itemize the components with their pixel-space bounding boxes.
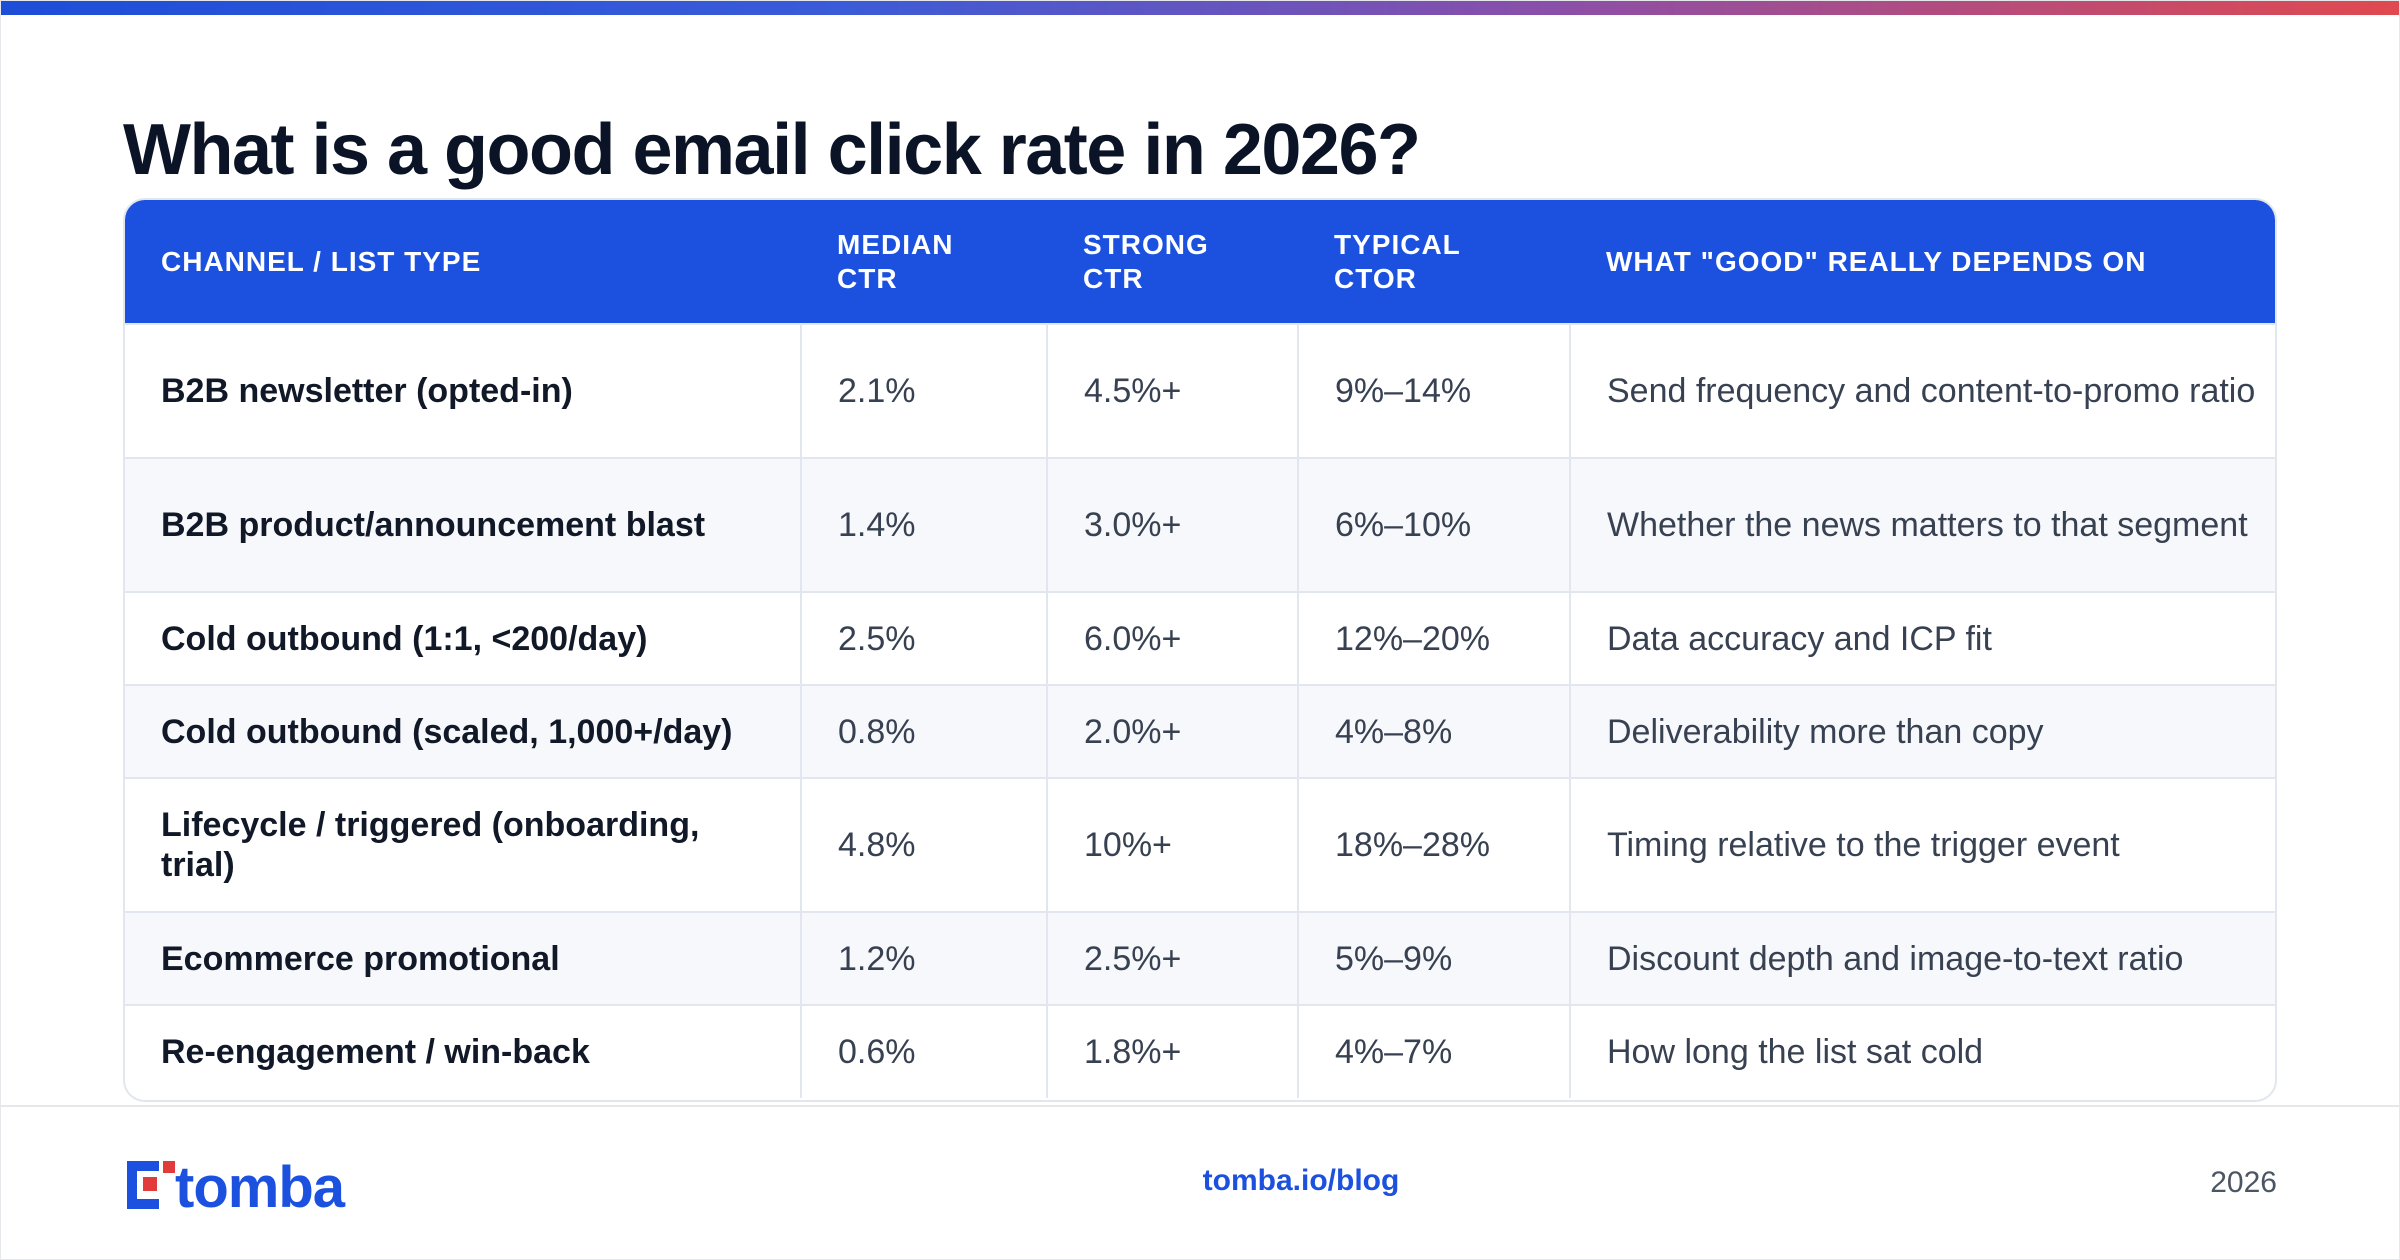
cell-strong-ctr: 6.0%+: [1046, 591, 1298, 685]
table-row: B2B newsletter (opted-in) 2.1% 4.5%+ 9%–…: [125, 323, 2275, 458]
cell-median-ctr: 0.6%: [800, 1004, 1047, 1098]
cell-channel: Ecommerce promotional: [125, 911, 801, 1005]
table-row: Lifecycle / triggered (onboarding, trial…: [125, 777, 2275, 912]
page-title: What is a good email click rate in 2026?: [123, 110, 1421, 190]
table-header-row: CHANNEL / LIST TYPE MEDIAN CTR STRONG CT…: [125, 200, 2275, 324]
header-channel: CHANNEL / LIST TYPE: [161, 245, 482, 277]
click-rate-table: CHANNEL / LIST TYPE MEDIAN CTR STRONG CT…: [125, 200, 2275, 1098]
cell-typical-ctor: 4%–7%: [1297, 1004, 1570, 1098]
logo-wordmark: tomba: [175, 1157, 346, 1213]
blog-link[interactable]: tomba.io/blog: [1202, 1164, 1400, 1197]
cell-median-ctr: 2.1%: [800, 323, 1047, 458]
header-strong-ctr: STRONG CTR: [1083, 228, 1209, 294]
cell-channel: Lifecycle / triggered (onboarding, trial…: [125, 777, 801, 912]
cell-median-ctr: 4.8%: [800, 777, 1047, 912]
table-row: Cold outbound (scaled, 1,000+/day) 0.8% …: [125, 684, 2275, 778]
cell-median-ctr: 0.8%: [800, 684, 1047, 778]
cell-channel: Cold outbound (1:1, <200/day): [125, 591, 801, 685]
benchmark-table-card: CHANNEL / LIST TYPE MEDIAN CTR STRONG CT…: [123, 198, 2277, 1102]
cell-depends-on: Data accuracy and ICP fit: [1569, 591, 2275, 685]
tomba-logo: tomba: [127, 1157, 347, 1213]
header-typical-ctor: TYPICAL CTOR: [1334, 228, 1461, 294]
cell-typical-ctor: 6%–10%: [1297, 457, 1570, 592]
cell-median-ctr: 2.5%: [800, 591, 1047, 685]
table-row: Re-engagement / win-back 0.6% 1.8%+ 4%–7…: [125, 1004, 2275, 1098]
cell-strong-ctr: 10%+: [1046, 777, 1298, 912]
cell-strong-ctr: 1.8%+: [1046, 1004, 1298, 1098]
cell-strong-ctr: 4.5%+: [1046, 323, 1298, 458]
cell-channel: B2B newsletter (opted-in): [125, 323, 801, 458]
cell-strong-ctr: 2.0%+: [1046, 684, 1298, 778]
cell-typical-ctor: 12%–20%: [1297, 591, 1570, 685]
cell-depends-on: How long the list sat cold: [1569, 1004, 2275, 1098]
cell-typical-ctor: 9%–14%: [1297, 323, 1570, 458]
top-gradient-bar: [1, 1, 2399, 15]
cell-strong-ctr: 2.5%+: [1046, 911, 1298, 1005]
cell-depends-on: Timing relative to the trigger event: [1569, 777, 2275, 912]
cell-typical-ctor: 18%–28%: [1297, 777, 1570, 912]
cell-channel: Re-engagement / win-back: [125, 1004, 801, 1098]
footer-year: 2026: [2210, 1166, 2277, 1199]
table-row: Cold outbound (1:1, <200/day) 2.5% 6.0%+…: [125, 591, 2275, 685]
header-median-ctr: MEDIAN CTR: [837, 228, 954, 294]
cell-typical-ctor: 5%–9%: [1297, 911, 1570, 1005]
footer-divider: [1, 1105, 2399, 1107]
cell-channel: Cold outbound (scaled, 1,000+/day): [125, 684, 801, 778]
cell-depends-on: Whether the news matters to that segment: [1569, 457, 2275, 592]
cell-channel: B2B product/announcement blast: [125, 457, 801, 592]
table-row: B2B product/announcement blast 1.4% 3.0%…: [125, 457, 2275, 592]
cell-depends-on: Send frequency and content-to-promo rati…: [1569, 323, 2275, 458]
cell-strong-ctr: 3.0%+: [1046, 457, 1298, 592]
cell-depends-on: Discount depth and image-to-text ratio: [1569, 911, 2275, 1005]
cell-depends-on: Deliverability more than copy: [1569, 684, 2275, 778]
cell-median-ctr: 1.4%: [800, 457, 1047, 592]
table-row: Ecommerce promotional 1.2% 2.5%+ 5%–9% D…: [125, 911, 2275, 1005]
cell-median-ctr: 1.2%: [800, 911, 1047, 1005]
header-depends-on: WHAT "GOOD" REALLY DEPENDS ON: [1606, 245, 2147, 277]
cell-typical-ctor: 4%–8%: [1297, 684, 1570, 778]
